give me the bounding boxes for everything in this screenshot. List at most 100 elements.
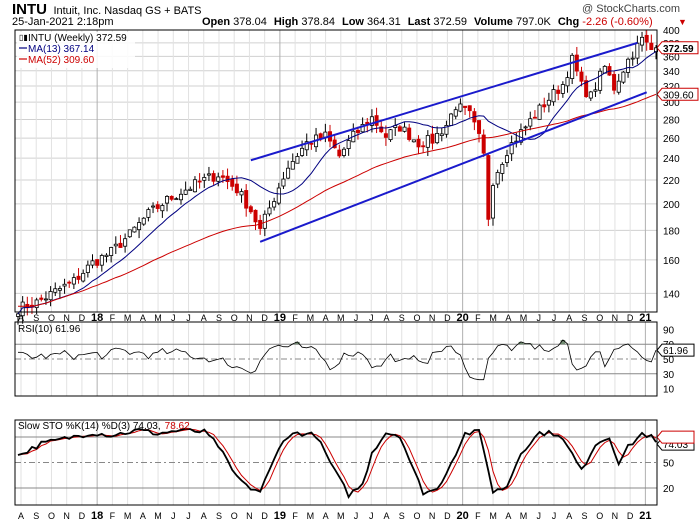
- candle: [188, 186, 193, 191]
- company-label: Intuit, Inc. Nasdaq GS + BATS: [53, 5, 202, 17]
- price-tick-label: 400: [663, 26, 680, 37]
- candle: [81, 269, 86, 283]
- sto-tick-label: 20: [663, 484, 675, 495]
- candle-body: [39, 297, 44, 300]
- x-tick-label: J: [186, 511, 191, 521]
- x-tick-label: 19: [274, 312, 286, 324]
- x-tick-label: J: [186, 313, 191, 323]
- candle: [244, 184, 249, 217]
- x-tick-label: D: [79, 511, 86, 521]
- x-tick-label: A: [201, 313, 207, 323]
- price-panel-frame: [14, 29, 658, 313]
- sto-d-line: [17, 428, 657, 493]
- sto-panel-frame: [14, 419, 658, 506]
- candle: [491, 183, 496, 226]
- candle: [388, 129, 393, 142]
- candle: [206, 166, 211, 181]
- x-tick-label: M: [307, 313, 315, 323]
- candle-body: [355, 129, 360, 133]
- candle-body: [253, 209, 258, 223]
- candle-body: [435, 132, 440, 144]
- candle-body: [67, 281, 72, 284]
- rsi-line: [17, 339, 657, 381]
- candle-body: [565, 77, 570, 87]
- candle-body: [421, 145, 426, 148]
- price-tick-label: 140: [663, 289, 680, 300]
- x-tick-label: A: [18, 511, 24, 521]
- candle: [430, 125, 435, 150]
- candle: [528, 111, 533, 131]
- candle-body: [318, 133, 323, 139]
- candle-body: [523, 126, 528, 129]
- candle: [258, 214, 263, 235]
- candle: [230, 175, 235, 191]
- candle: [165, 195, 170, 212]
- x-tick-label: O: [413, 313, 420, 323]
- candle-body: [463, 105, 468, 108]
- trendline-lower: [259, 91, 648, 243]
- candle-body: [281, 178, 286, 187]
- x-tick-label: A: [383, 511, 389, 521]
- candle-body: [346, 140, 351, 150]
- ohlc-readout: Open 378.04 High 378.84 Low 364.31 Last 372…: [202, 16, 653, 28]
- value-box-frame: [656, 41, 699, 55]
- x-tick-label: A: [18, 313, 24, 323]
- x-tick-label: D: [444, 511, 451, 521]
- ohlc-last-value: 372.59: [430, 16, 468, 28]
- candle-body: [90, 260, 95, 266]
- candle-body: [211, 173, 216, 182]
- candle-body: [76, 275, 81, 280]
- x-tick-label: M: [489, 313, 497, 323]
- candle-body: [477, 120, 482, 134]
- candle-body: [188, 188, 193, 191]
- legend-entry: MA(13) 367.14: [28, 44, 95, 55]
- ma13-line: [17, 51, 657, 315]
- candle: [141, 217, 146, 226]
- sto-d-label: 78.62: [165, 421, 190, 432]
- x-tick-label: F: [110, 511, 116, 521]
- x-tick-label: O: [231, 511, 238, 521]
- candle-body: [495, 172, 500, 185]
- candle: [323, 123, 328, 143]
- x-tick-label: F: [475, 511, 481, 521]
- candle: [178, 188, 183, 205]
- candle-body: [579, 71, 584, 82]
- candle: [295, 152, 300, 164]
- sto-tick-label: 50: [663, 459, 675, 470]
- candle: [649, 34, 654, 50]
- candle-body: [383, 133, 388, 138]
- candle-body: [290, 160, 295, 170]
- price-tick-label: 320: [663, 82, 680, 93]
- candle: [551, 84, 556, 106]
- candle: [598, 68, 603, 94]
- candle: [234, 175, 239, 196]
- candle: [612, 70, 617, 95]
- candle-body: [621, 71, 626, 83]
- sto-title: Slow STO %K(14) %D(3) 74.03, 78.62: [18, 421, 190, 432]
- candle: [439, 127, 444, 142]
- candle-body: [500, 163, 505, 174]
- candle: [183, 181, 188, 196]
- x-tick-label: N: [246, 313, 253, 323]
- x-tick-label: D: [261, 511, 268, 521]
- candle: [500, 162, 505, 182]
- candle: [123, 233, 128, 253]
- candle-body: [337, 149, 342, 157]
- x-tick-label: M: [124, 313, 132, 323]
- candle-body: [178, 193, 183, 201]
- rsi-tick-label: 50: [663, 355, 675, 366]
- candle-body: [220, 175, 225, 178]
- price-tick-label: 260: [663, 134, 680, 145]
- candle: [174, 197, 179, 201]
- candle-body: [304, 141, 309, 151]
- candle-body: [183, 189, 188, 195]
- candle: [407, 123, 412, 142]
- candle-body: [146, 209, 151, 218]
- price-value-box: 309.60: [656, 87, 699, 101]
- x-tick-label: M: [520, 511, 528, 521]
- x-tick-label: S: [399, 313, 405, 323]
- candle: [85, 260, 90, 278]
- x-tick-label: O: [48, 511, 55, 521]
- x-tick-label: 20: [457, 312, 469, 324]
